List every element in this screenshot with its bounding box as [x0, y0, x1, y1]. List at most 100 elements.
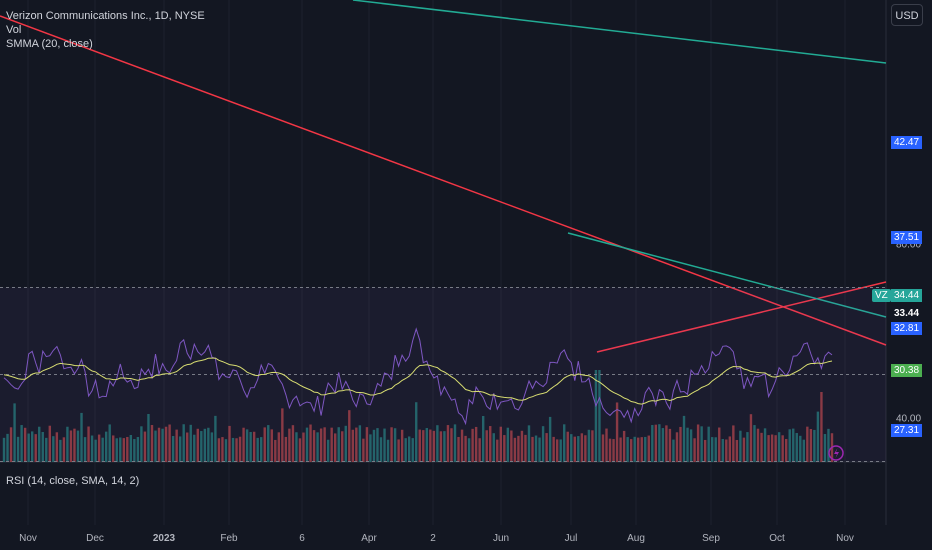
volume-bar: [584, 435, 587, 462]
volume-bar: [471, 428, 474, 462]
time-tick-label: 6: [299, 533, 305, 544]
volume-bar: [326, 439, 330, 462]
volume-bar: [358, 425, 362, 462]
volume-bar: [203, 428, 207, 462]
volume-bar: [693, 438, 696, 462]
volume-bar: [245, 429, 249, 462]
volume-bar: [425, 428, 429, 462]
time-tick-label: Jun: [493, 533, 509, 544]
volume-bar: [196, 428, 199, 462]
price-tag-37-51: 37.51: [891, 231, 923, 244]
volume-bar: [154, 430, 157, 462]
volume-bar: [52, 436, 55, 462]
volume-bar: [651, 425, 654, 462]
price-tag-27-31: 27.31: [891, 424, 923, 437]
volume-bar: [115, 438, 118, 462]
volume-bar: [707, 426, 710, 462]
volume-bar: [460, 429, 464, 462]
volume-bar: [492, 433, 495, 462]
volume-bar: [781, 435, 784, 462]
volume-bar: [446, 425, 450, 462]
time-tick-label: 2: [430, 533, 436, 544]
volume-bar: [760, 432, 763, 462]
volume-bar: [260, 437, 263, 462]
volume-bar: [478, 438, 481, 462]
volume-legend[interactable]: Vol: [6, 24, 22, 36]
volume-bar: [658, 424, 661, 462]
price-tick-label: 26.00: [896, 0, 921, 1]
volume-bar: [813, 429, 816, 462]
volume-bar: [721, 439, 724, 462]
volume-bar: [217, 438, 221, 462]
volume-bar: [661, 428, 665, 462]
volume-bar: [178, 436, 182, 462]
volume-bar: [777, 432, 781, 462]
volume-bar: [608, 438, 612, 462]
volume-bar: [252, 431, 256, 462]
volume-bar: [640, 437, 643, 462]
volume-bar: [27, 433, 30, 462]
volume-bar: [510, 430, 513, 462]
time-axis[interactable]: Nov Dec 2023 Feb 6 Apr 2 Jun Jul Aug Sep Oct Nov: [19, 533, 854, 544]
volume-bar: [788, 429, 791, 462]
downtrend-line: [0, 15, 887, 346]
volume-bar: [559, 439, 562, 462]
time-tick-label: Oct: [769, 533, 785, 544]
volume-bar: [467, 438, 471, 462]
volume-bar: [108, 424, 111, 462]
volume-bar: [770, 434, 774, 462]
volume-bar: [73, 428, 76, 462]
price-axis[interactable]: 48.0046.0044.0042.0040.0038.0036.0034.00…: [896, 0, 921, 425]
rsi-panel: [0, 287, 886, 462]
rsi-legend[interactable]: RSI (14, close, SMA, 14, 2): [6, 475, 140, 487]
volume-bar: [548, 416, 552, 462]
volume-bar: [69, 430, 73, 462]
volume-bar: [87, 426, 90, 462]
time-tick-label: Feb: [220, 533, 238, 544]
last-price-tag: 34.44: [891, 289, 923, 302]
volume-bar: [309, 424, 312, 462]
volume-bar: [718, 427, 721, 462]
volume-bar: [404, 438, 407, 462]
volume-bar: [365, 427, 369, 462]
volume-bar: [267, 425, 270, 462]
volume-bar: [799, 435, 802, 462]
symbol-title[interactable]: Verizon Communications Inc., 1D, NYSE: [6, 10, 205, 22]
volume-bar: [140, 426, 143, 462]
smma-value-tag: 33.44: [891, 307, 923, 320]
trend-lines: [0, 0, 887, 353]
volume-bar: [524, 434, 527, 462]
volume-bar: [210, 432, 214, 462]
volume-bar: [295, 432, 298, 462]
short-channel-line: [567, 232, 887, 318]
smma-legend[interactable]: SMMA (20, close): [6, 38, 93, 50]
volume-bar: [612, 439, 615, 462]
volume-bar: [383, 428, 386, 462]
volume-bar: [675, 432, 679, 462]
uptrend-line: [596, 281, 887, 353]
volume-bar: [422, 430, 425, 462]
price-tag-30-38: 30.38: [891, 364, 923, 377]
volume-bar: [90, 435, 94, 462]
volume-bar: [224, 439, 228, 462]
volume-bar: [393, 428, 397, 462]
time-tick-label: Jul: [565, 533, 578, 544]
volume-bar: [186, 432, 189, 462]
volume-bar: [418, 429, 421, 462]
volume-bar: [802, 439, 806, 462]
volume-bar: [552, 436, 555, 462]
volume-bar: [739, 430, 742, 462]
volume-bar: [689, 429, 693, 462]
volume-bar: [231, 437, 235, 462]
volume-bar: [228, 425, 231, 462]
time-tick-label: Sep: [702, 533, 720, 544]
volume-bar: [823, 434, 827, 462]
volume-bar: [379, 437, 383, 462]
volume-bar: [605, 428, 608, 462]
volume-bar: [330, 427, 333, 462]
volume-bar: [696, 424, 700, 462]
volume-bar: [112, 435, 115, 462]
volume-bar: [474, 426, 478, 462]
currency-button[interactable]: USD: [891, 4, 923, 26]
